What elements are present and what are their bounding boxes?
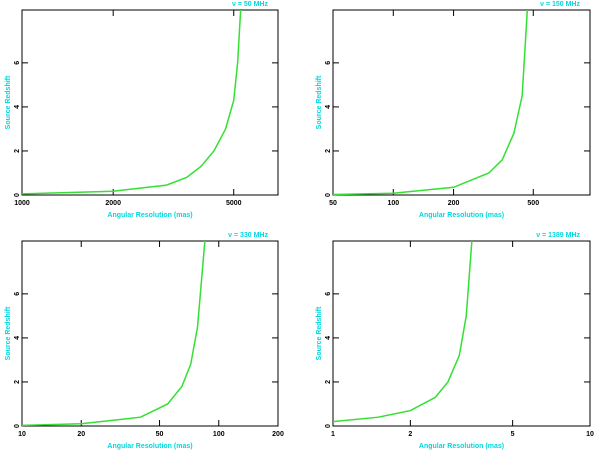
x-tick-label: 200 <box>272 431 284 438</box>
x-tick-label: 200 <box>448 200 460 207</box>
x-tick-label: 100 <box>387 200 399 207</box>
plot-frame <box>21 240 279 427</box>
x-axis-label: Angular Resolution (mas) <box>107 212 192 219</box>
annotation: ν = 50 MHz <box>232 1 268 8</box>
x-tick-label: 100 <box>213 431 225 438</box>
x-tick-label: 50 <box>156 431 164 438</box>
annotation: ν = 1389 MHz <box>536 232 580 239</box>
x-tick-label: 5 <box>511 431 515 438</box>
curve <box>21 9 242 195</box>
x-tick-label: 10 <box>586 431 594 438</box>
x-tick-label: 500 <box>527 200 539 207</box>
plot-frame <box>21 9 279 196</box>
x-axis-label: Angular Resolution (mas) <box>419 212 504 219</box>
y-axis-label: Source Redshift <box>5 306 12 360</box>
x-tick-label: 5000 <box>226 200 242 207</box>
y-tick-label: 4 <box>325 105 332 109</box>
x-tick-label: 2 <box>408 431 412 438</box>
y-tick-label: 4 <box>14 336 21 340</box>
y-tick-label: 6 <box>14 292 21 296</box>
y-axis-label: Source Redshift <box>316 75 323 129</box>
x-axis-label: Angular Resolution (mas) <box>419 443 504 450</box>
curve <box>21 240 206 427</box>
y-tick-label: 0 <box>14 193 21 197</box>
y-tick-label: 0 <box>325 424 332 428</box>
x-tick-label: 1000 <box>14 200 30 207</box>
y-tick-label: 2 <box>14 149 21 153</box>
x-tick-label: 20 <box>77 431 85 438</box>
y-axis-label: Source Redshift <box>316 306 323 360</box>
curve <box>332 240 473 423</box>
x-tick-label: 2000 <box>105 200 121 207</box>
x-axis-label: Angular Resolution (mas) <box>107 443 192 450</box>
annotation: ν = 150 MHz <box>540 1 580 8</box>
x-tick-label: 50 <box>329 200 337 207</box>
y-tick-label: 2 <box>325 380 332 384</box>
y-axis-label: Source Redshift <box>5 75 12 129</box>
y-tick-label: 0 <box>14 424 21 428</box>
x-tick-label: 10 <box>18 431 26 438</box>
plot-frame <box>332 240 591 427</box>
y-tick-label: 6 <box>325 292 332 296</box>
annotation: ν = 330 MHz <box>228 232 268 239</box>
y-tick-label: 2 <box>325 149 332 153</box>
y-tick-label: 0 <box>325 193 332 197</box>
y-tick-label: 6 <box>325 61 332 65</box>
plot-frame <box>332 9 591 196</box>
y-tick-label: 2 <box>14 380 21 384</box>
y-tick-label: 4 <box>14 105 21 109</box>
y-tick-label: 4 <box>325 336 332 340</box>
x-tick-label: 1 <box>331 431 335 438</box>
y-tick-label: 6 <box>14 61 21 65</box>
curve <box>332 9 529 196</box>
